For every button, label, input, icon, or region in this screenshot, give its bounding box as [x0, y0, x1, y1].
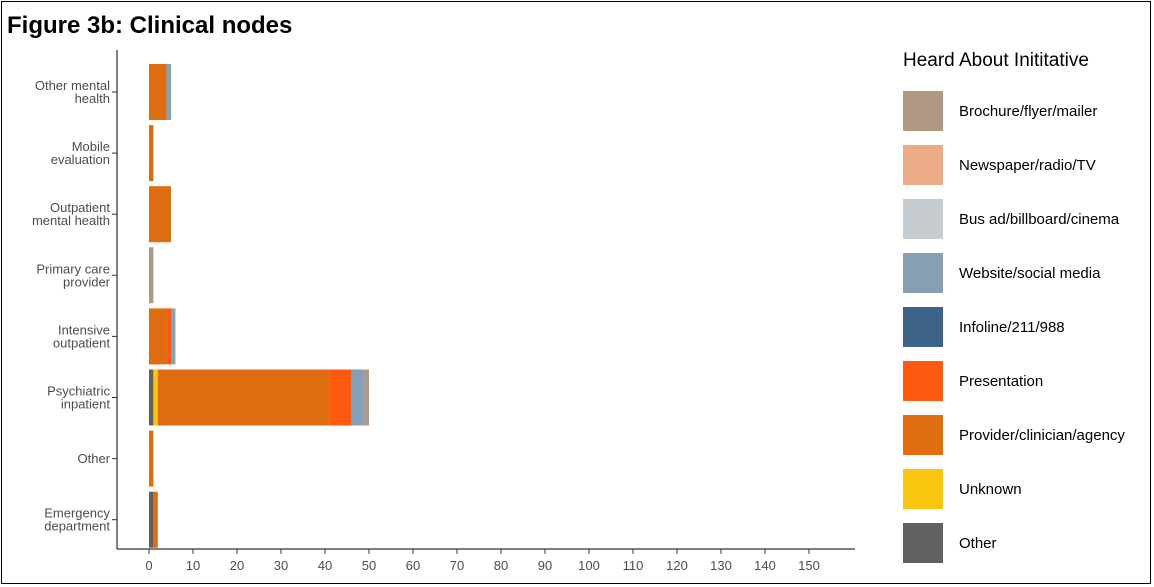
- legend-items: Brochure/flyer/mailer Newspaper/radio/TV B…: [903, 84, 1148, 570]
- bar-segment: [153, 369, 158, 426]
- legend-swatch: [903, 253, 943, 293]
- legend-item: Unknown: [903, 462, 1148, 516]
- x-tick-label: 70: [450, 558, 464, 573]
- bar-segment: [149, 186, 171, 243]
- x-tick-label: 30: [274, 558, 288, 573]
- x-tick-label: 20: [230, 558, 244, 573]
- legend-item: Newspaper/radio/TV: [903, 138, 1148, 192]
- legend-label: Provider/clinician/agency: [959, 426, 1125, 444]
- legend-item: Presentation: [903, 354, 1148, 408]
- y-category-label: evaluation: [51, 152, 110, 167]
- x-tick-label: 140: [754, 558, 776, 573]
- legend-swatch: [903, 415, 943, 455]
- bar-segment: [351, 369, 365, 426]
- legend-swatch: [903, 307, 943, 347]
- axes-layer: 0 10 20 30 40 50 60 70 80 90 100 110 120 130 140 150 Oth…: [32, 50, 855, 573]
- legend-label: Presentation: [959, 372, 1044, 390]
- x-tick-label: 60: [406, 558, 420, 573]
- y-category-label: Intensive: [58, 322, 110, 337]
- bar-segment: [149, 430, 154, 487]
- y-category-label: health: [75, 91, 110, 106]
- bar-segment: [166, 308, 171, 365]
- x-tick-label: 100: [578, 558, 600, 573]
- bar-segment: [157, 369, 330, 426]
- x-tick-label: 120: [666, 558, 688, 573]
- legend-item: Other: [903, 516, 1148, 570]
- y-category-label: Outpatient: [50, 200, 110, 215]
- y-category-label: Primary care: [36, 261, 110, 276]
- x-tick-label: 110: [623, 558, 644, 573]
- y-category-label: Mobile: [72, 139, 110, 154]
- bar-segment: [171, 308, 176, 365]
- bar-segment: [149, 491, 154, 548]
- legend-label: Bus ad/billboard/cinema: [959, 210, 1120, 228]
- bar-segment: [149, 308, 167, 365]
- x-tick-label: 10: [186, 558, 200, 573]
- legend-label: Website/social media: [959, 264, 1101, 282]
- bars-layer: [149, 64, 369, 548]
- x-tick-label: 0: [145, 558, 152, 573]
- legend-swatch: [903, 91, 943, 131]
- bar-segment: [364, 369, 369, 426]
- bar-segment: [149, 125, 154, 182]
- bar-segment: [153, 491, 158, 548]
- legend-item: Provider/clinician/agency: [903, 408, 1148, 462]
- legend-label: Unknown: [959, 480, 1022, 498]
- legend-swatch: [903, 361, 943, 401]
- bar-segment: [166, 64, 171, 120]
- x-tick-label: 90: [538, 558, 552, 573]
- legend-label: Newspaper/radio/TV: [959, 156, 1096, 174]
- legend-item: Brochure/flyer/mailer: [903, 84, 1148, 138]
- legend-swatch: [903, 523, 943, 563]
- y-category-label: outpatient: [53, 335, 110, 350]
- y-category-label: Other: [77, 451, 110, 466]
- legend: Heard About Inititative Brochure/flyer/m…: [903, 50, 1148, 570]
- legend-label: Infoline/211/988: [959, 318, 1065, 336]
- legend-label: Brochure/flyer/mailer: [959, 102, 1098, 120]
- x-tick-label: 80: [494, 558, 508, 573]
- legend-item: Website/social media: [903, 246, 1148, 300]
- x-tick-label: 130: [710, 558, 732, 573]
- legend-swatch: [903, 469, 943, 509]
- bar-segment: [149, 64, 167, 120]
- legend-swatch: [903, 145, 943, 185]
- x-tick-label: 50: [362, 558, 376, 573]
- y-category-label: Other mental: [35, 78, 110, 93]
- y-category-label: provider: [63, 274, 111, 289]
- chart-title: Figure 3b: Clinical nodes: [7, 12, 292, 39]
- bar-segment: [329, 369, 352, 426]
- y-category-label: department: [44, 519, 110, 534]
- y-category-label: Psychiatric: [47, 384, 110, 399]
- legend-item: Infoline/211/988: [903, 300, 1148, 354]
- y-category-label: Emergency: [44, 506, 110, 521]
- y-category-label: mental health: [32, 213, 110, 228]
- x-tick-label: 40: [318, 558, 332, 573]
- legend-label: Other: [959, 534, 997, 552]
- bar-segment: [149, 369, 154, 426]
- legend-item: Bus ad/billboard/cinema: [903, 192, 1148, 246]
- legend-swatch: [903, 199, 943, 239]
- y-category-label: inpatient: [61, 397, 111, 412]
- x-tick-label: 150: [798, 558, 820, 573]
- legend-title: Heard About Inititative: [903, 50, 1089, 71]
- bar-segment: [149, 247, 154, 304]
